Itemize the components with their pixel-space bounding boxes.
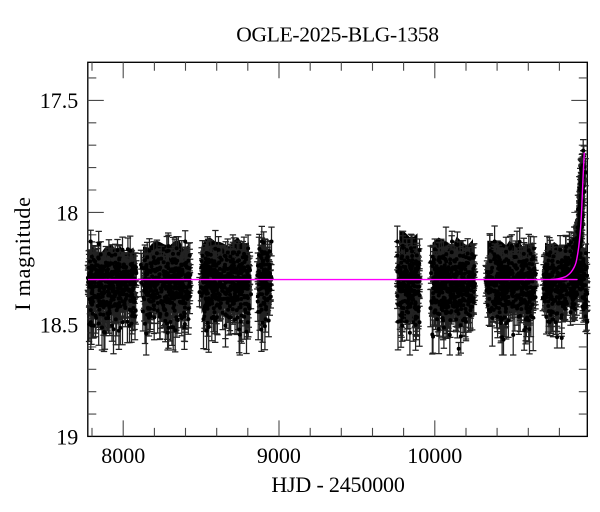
svg-text:18: 18: [56, 200, 78, 225]
svg-text:OGLE-2025-BLG-1358: OGLE-2025-BLG-1358: [236, 22, 438, 46]
svg-text:17.5: 17.5: [40, 88, 79, 113]
svg-text:I magnitude: I magnitude: [10, 196, 35, 311]
svg-text:19: 19: [56, 424, 78, 449]
svg-text:9000: 9000: [257, 443, 301, 468]
svg-text:8000: 8000: [101, 443, 145, 468]
svg-text:HJD - 2450000: HJD - 2450000: [271, 472, 405, 497]
svg-text:10000: 10000: [407, 443, 462, 468]
svg-text:18.5: 18.5: [40, 312, 79, 337]
